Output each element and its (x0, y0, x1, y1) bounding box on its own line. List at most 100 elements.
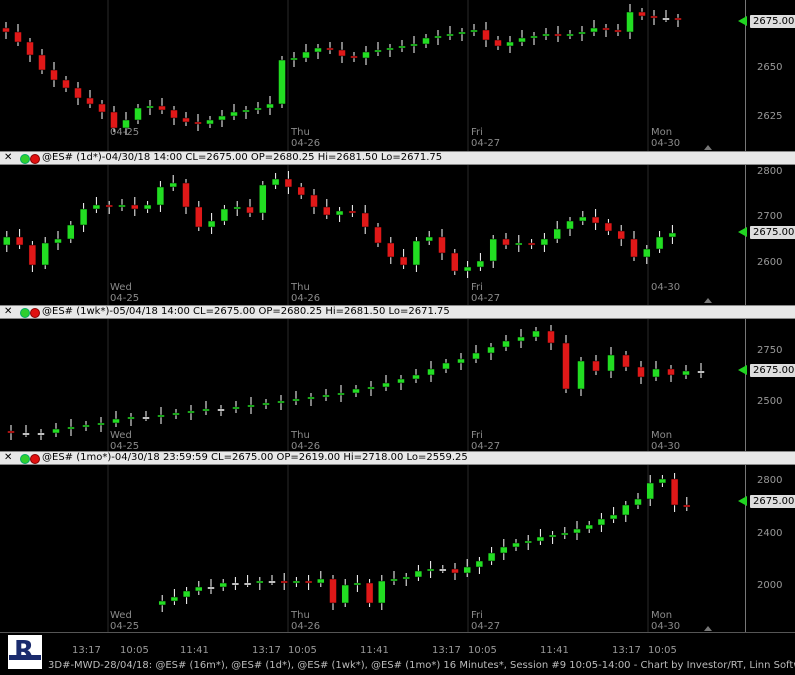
candle-body (553, 228, 561, 240)
close-pane-icon[interactable]: ✕ (4, 306, 13, 317)
candle-body (494, 39, 502, 47)
candle-body (367, 386, 375, 390)
scroll-marker-icon[interactable] (704, 626, 712, 631)
time-axis-label: 11:41 (360, 645, 389, 656)
candle-body (536, 536, 545, 542)
candle-body (697, 370, 705, 374)
candle-body (532, 330, 540, 338)
red-status-icon[interactable] (30, 308, 40, 318)
candle-body (14, 31, 22, 43)
candle-body (361, 212, 369, 228)
pane-header-1wk: ✕ @ES# (1wk*)-05/04/18 14:00 CL=2675.00 … (0, 305, 795, 319)
candle-body (512, 542, 520, 548)
candle-body (182, 117, 190, 123)
candle-body (233, 206, 241, 210)
candle-body (457, 358, 465, 364)
candle-body (271, 178, 280, 186)
candle-body (292, 398, 300, 402)
y-axis-label: 2650 (757, 62, 783, 73)
candle-body (247, 404, 255, 408)
pane-title: @ES# (1wk*)-05/04/18 14:00 CL=2675.00 OP… (42, 306, 450, 317)
candle-body (439, 568, 447, 572)
candle-body (683, 504, 691, 508)
candle-body (156, 186, 165, 206)
candle-body (658, 478, 667, 484)
candle-body (7, 430, 15, 434)
candle-body (387, 242, 395, 258)
candle-body (614, 29, 622, 33)
red-status-icon[interactable] (30, 154, 40, 164)
candle-body (579, 216, 587, 222)
candle-body (67, 426, 75, 430)
y-axis-label: 2000 (757, 580, 783, 591)
candle-body (182, 182, 190, 208)
candle-body (92, 204, 101, 210)
close-pane-icon[interactable]: ✕ (4, 452, 13, 463)
candle-body (98, 103, 106, 113)
green-status-icon[interactable] (20, 454, 30, 464)
candle-body (554, 33, 562, 37)
close-pane-icon[interactable]: ✕ (4, 152, 13, 163)
chart-pane-16m[interactable]: 2675.00 2650 2625 04-25 Thu 04-26 Fri 04-2… (0, 0, 795, 151)
red-status-icon[interactable] (30, 454, 40, 464)
time-axis (0, 632, 795, 657)
candle-body (82, 424, 90, 428)
candle-body (242, 109, 250, 113)
candle-body (470, 29, 478, 33)
candle-body (22, 432, 30, 436)
date-label: Thu 04-26 (291, 282, 321, 304)
candle-body (374, 49, 382, 53)
candle-body (243, 582, 252, 586)
candle-body (482, 29, 490, 41)
date-label: Fri 04-27 (471, 430, 501, 451)
candle-body (489, 238, 497, 262)
candle-body (143, 204, 152, 210)
last-price-arrow-icon (738, 16, 747, 26)
date-label: Wed 04-25 (110, 610, 140, 632)
scroll-marker-icon[interactable] (704, 145, 712, 150)
green-status-icon[interactable] (20, 154, 30, 164)
candle-body (105, 204, 113, 208)
date-label: Fri 04-27 (471, 127, 501, 149)
chart-pane-1mo[interactable]: 2675.00 2800 2400 2000 Wed 04-25 Thu 04-26… (0, 465, 795, 632)
candle-body (414, 570, 423, 578)
candle-body (97, 422, 105, 426)
chart-pane-1wk[interactable]: 2675.00 2750 2500 Wed 04-25 Thu 04-26 Fri 0… (0, 319, 795, 451)
price-axis-line (745, 319, 746, 451)
candle-body (590, 27, 598, 33)
candle-body (262, 402, 270, 406)
candle-body (518, 37, 526, 43)
candle-body (15, 236, 24, 246)
candle-body (329, 578, 337, 604)
candle-body (266, 103, 274, 109)
candle-body (112, 418, 120, 424)
green-status-icon[interactable] (20, 308, 30, 318)
candle-body (202, 408, 210, 412)
candle-body (310, 194, 318, 208)
candle-body (487, 552, 496, 562)
candle-body (246, 206, 254, 214)
y-axis-label: 2800 (757, 475, 783, 486)
candle-body (548, 534, 557, 538)
candle-body (268, 580, 276, 584)
candle-body (302, 51, 310, 59)
candle-body (217, 408, 225, 412)
chart-pane-1d[interactable]: 2675.00 2800 2700 2600 Wed 04-25 Thu 04-26… (0, 165, 795, 305)
scroll-marker-icon[interactable] (704, 298, 712, 303)
candle-body (317, 578, 325, 584)
candle-body (277, 400, 285, 404)
candle-body (410, 43, 418, 47)
candle-body (425, 236, 433, 242)
candle-body (142, 416, 150, 420)
time-axis-label: 13:17 (612, 645, 641, 656)
candle-body (634, 498, 642, 506)
date-label: Thu 04-26 (291, 610, 321, 632)
candle-body (438, 236, 446, 254)
candle-body (187, 410, 195, 414)
candle-body (630, 238, 638, 258)
candle-body (182, 590, 191, 598)
candle-body (566, 33, 574, 37)
price-axis-line (745, 465, 746, 632)
candle-body (626, 11, 634, 33)
last-price-tag: 2675.00 (750, 364, 795, 377)
